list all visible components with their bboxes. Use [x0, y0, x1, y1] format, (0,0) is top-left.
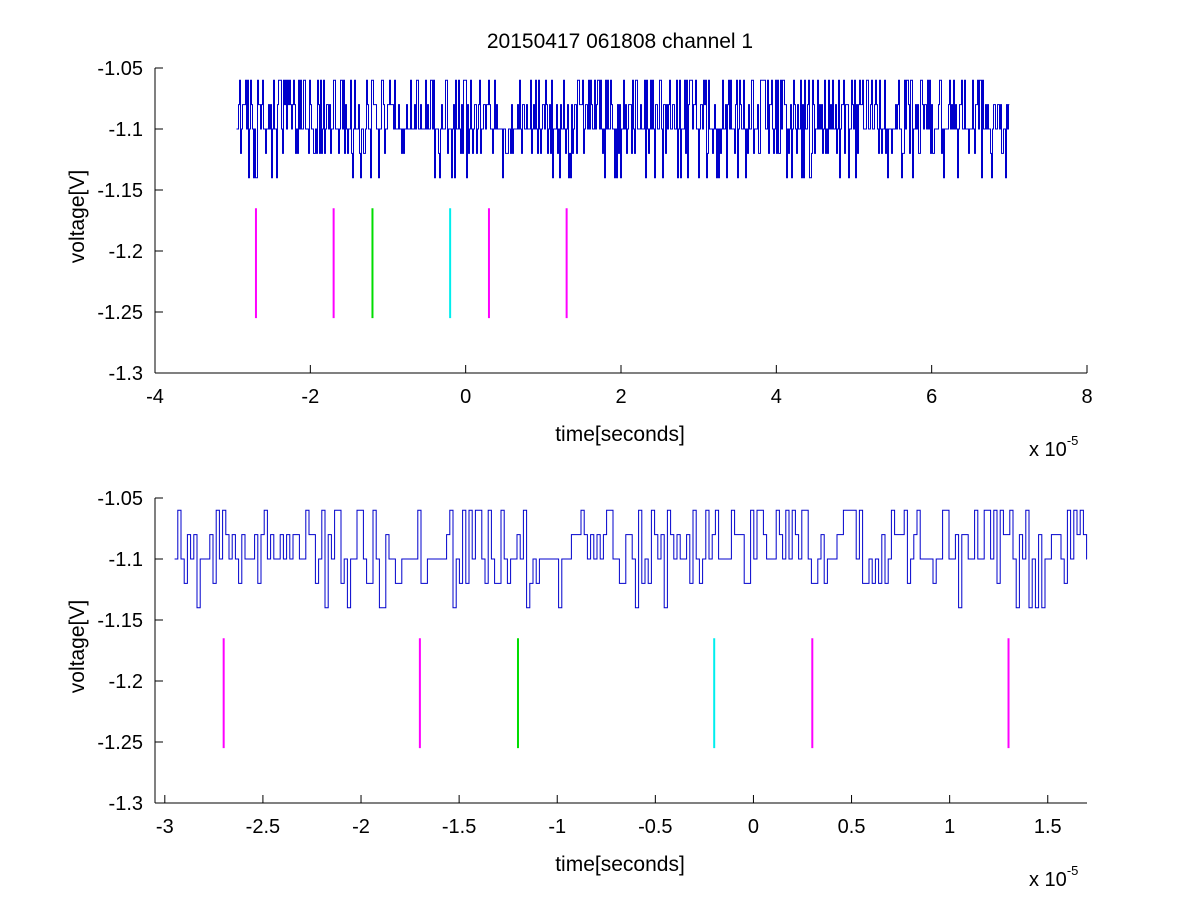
x-axis-label: time[seconds]	[555, 853, 685, 876]
y-tick-label: -1.2	[109, 671, 143, 693]
y-tick-label: -1.1	[109, 119, 143, 141]
y-axis-label: voltage[V]	[66, 170, 89, 263]
x-exponent-label: x 10-5	[1029, 863, 1078, 891]
x-tick-label: 8	[1081, 386, 1092, 408]
x-tick-label: -1	[548, 816, 566, 838]
y-tick-label: -1.25	[97, 732, 143, 754]
x-tick-label: -3	[156, 816, 174, 838]
x-tick-label: 0	[748, 816, 759, 838]
x-tick-label: -2	[301, 386, 319, 408]
y-tick-label: -1.2	[109, 241, 143, 263]
x-exponent-base: x 10	[1029, 439, 1067, 461]
x-tick-label: -1.5	[442, 816, 476, 838]
y-tick-label: -1.15	[97, 610, 143, 632]
chart-title: 20150417 061808 channel 1	[487, 30, 753, 53]
y-tick-label: -1.1	[109, 549, 143, 571]
y-tick-label: -1.3	[109, 363, 143, 385]
x-tick-label: -0.5	[638, 816, 672, 838]
y-tick-label: -1.15	[97, 180, 143, 202]
y-tick-label: -1.05	[97, 488, 143, 510]
y-tick-label: -1.25	[97, 302, 143, 324]
x-tick-label: 1	[944, 816, 955, 838]
x-tick-label: -2	[352, 816, 370, 838]
x-tick-label: 2	[615, 386, 626, 408]
x-exponent-base: x 10	[1029, 869, 1067, 891]
y-tick-label: -1.05	[97, 58, 143, 80]
signal-trace	[236, 79, 1010, 179]
x-axis-label: time[seconds]	[555, 423, 685, 446]
x-tick-label: -4	[146, 386, 164, 408]
x-tick-label: 0.5	[838, 816, 866, 838]
x-tick-label: 1.5	[1034, 816, 1062, 838]
x-exponent-label: x 10-5	[1029, 433, 1078, 461]
x-tick-label: 4	[771, 386, 782, 408]
y-axis-label: voltage[V]	[66, 600, 89, 693]
x-tick-label: 6	[926, 386, 937, 408]
x-tick-label: 0	[460, 386, 471, 408]
x-exponent-power: -5	[1067, 433, 1079, 448]
x-exponent-power: -5	[1067, 863, 1079, 878]
top-plot: -4 -2 0 2 4 6 8 -1.05 -1.1 -1.15 -1.2 -1.25 -1.3 time…	[66, 58, 1093, 461]
bottom-plot: -3 -2.5 -2 -1.5 -1 -0.5 0 0.5 1 1.5 -1.05 -1.1 -1.15…	[66, 488, 1088, 891]
y-tick-label: -1.3	[109, 793, 143, 815]
x-tick-label: -2.5	[246, 816, 280, 838]
signal-trace	[174, 509, 1088, 609]
